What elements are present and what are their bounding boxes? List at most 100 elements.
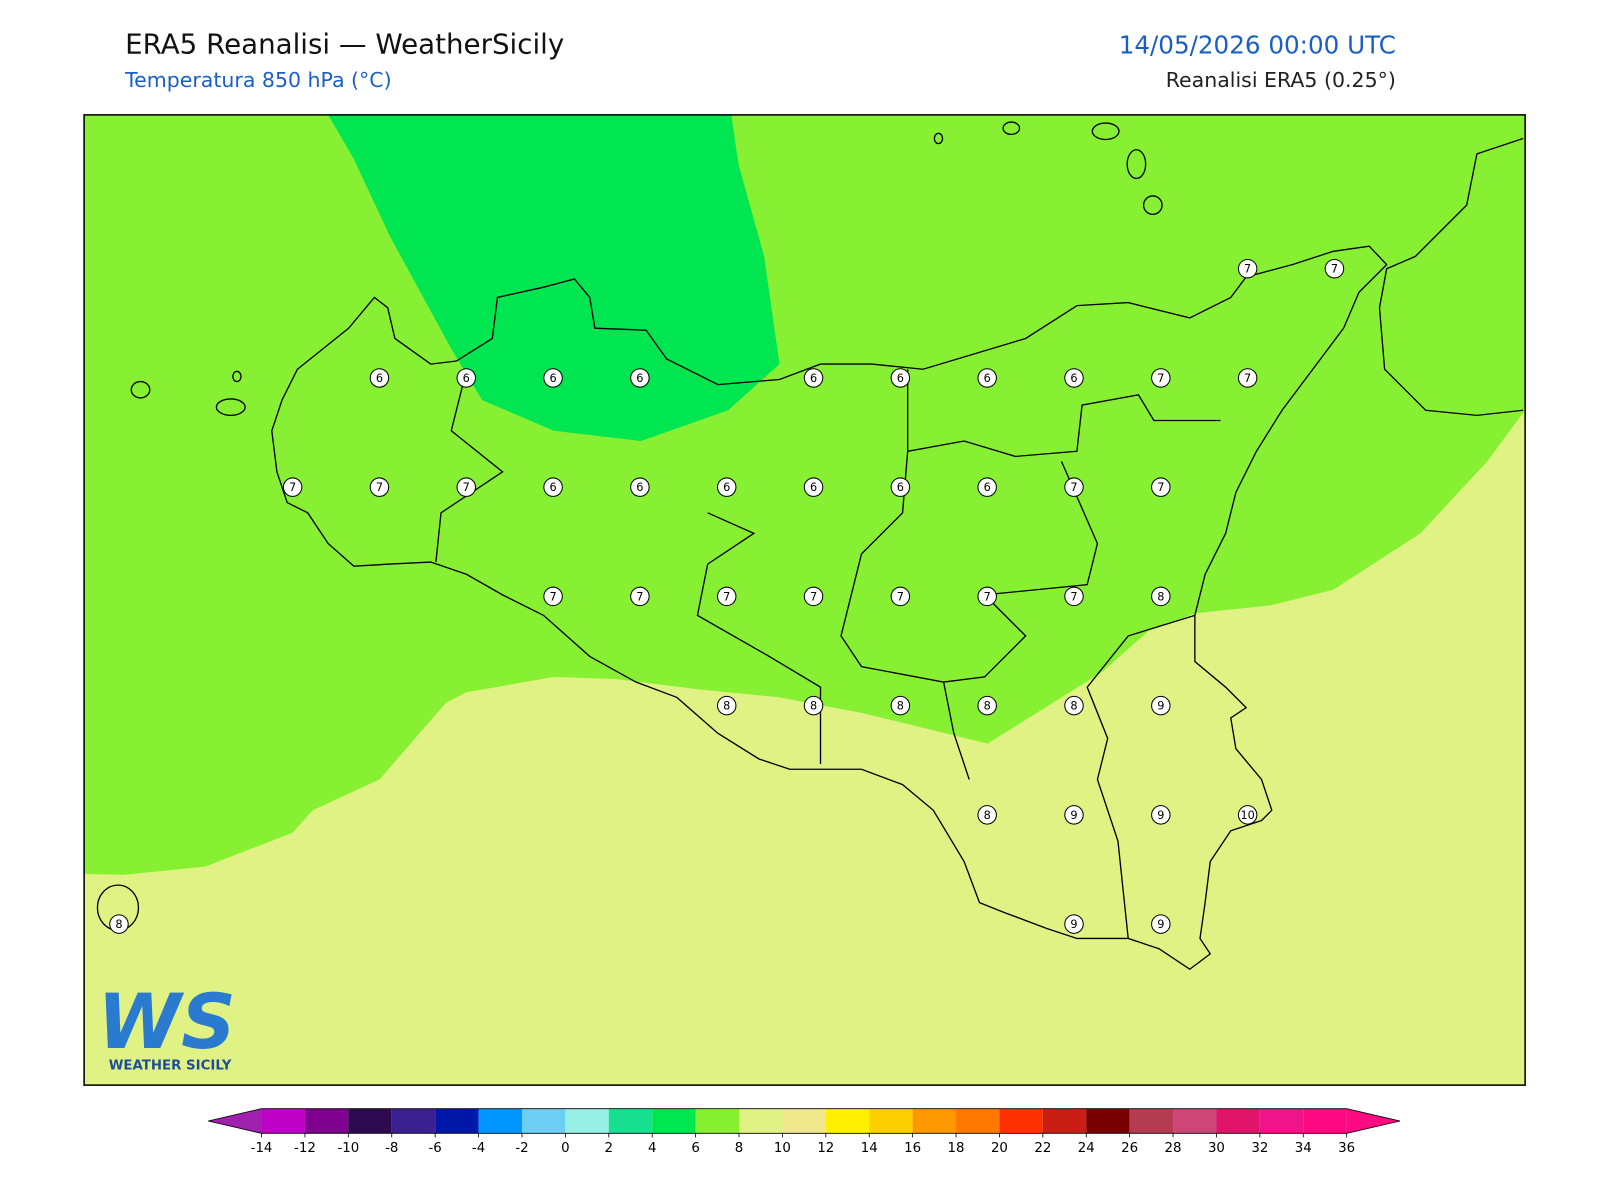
point: 8 <box>803 695 824 716</box>
point-marker <box>1237 805 1258 825</box>
colorbar-tick-label: -6 <box>429 1141 442 1156</box>
point: 9 <box>1151 914 1171 934</box>
island <box>215 398 246 417</box>
point-value: 6 <box>897 372 904 385</box>
colorbar-tick-label: 28 <box>1165 1141 1182 1156</box>
island <box>232 370 242 383</box>
point-marker <box>369 477 390 497</box>
point: 7 <box>1064 586 1084 607</box>
colorbar-band <box>261 1108 305 1134</box>
point-marker <box>1151 368 1171 388</box>
point-marker <box>1151 586 1171 607</box>
colorbar-band <box>1303 1108 1347 1134</box>
point-marker <box>716 477 737 497</box>
point-marker <box>977 695 997 716</box>
colorbar-tick-label: -8 <box>385 1141 398 1156</box>
point-marker <box>716 695 737 716</box>
island <box>1126 149 1147 180</box>
colorbar: -14 -12 -10 -8 -6 -4 -2 0 2 4 6 8 10 12 14 16 18 20 22 24 26… <box>208 1108 1401 1156</box>
point: 8 <box>716 695 737 716</box>
colorbar-band <box>565 1108 609 1134</box>
point-marker <box>803 695 824 716</box>
colorbar-tick-label: 0 <box>561 1141 569 1156</box>
colorbar-tick-label: 34 <box>1295 1141 1312 1156</box>
point-value: 6 <box>463 372 470 385</box>
colorbar-band <box>695 1108 739 1134</box>
island <box>933 132 944 145</box>
colorbar-tick-label: 10 <box>774 1141 791 1156</box>
point: 7 <box>456 477 477 497</box>
point-value: 6 <box>376 372 383 385</box>
point-value: 7 <box>810 590 817 603</box>
point-value: 7 <box>1244 372 1251 385</box>
point-marker <box>1064 477 1084 497</box>
island <box>130 380 151 399</box>
point: 7 <box>1324 258 1345 279</box>
colorbar-band <box>782 1108 826 1134</box>
point: 7 <box>1151 477 1171 497</box>
point-value: 8 <box>1157 590 1164 603</box>
point-value: 6 <box>897 481 904 494</box>
point-marker <box>977 477 997 497</box>
point: 6 <box>803 368 824 388</box>
point-marker <box>282 477 303 497</box>
point-value: 6 <box>723 481 730 494</box>
point-marker <box>630 368 650 388</box>
islands <box>96 121 1163 931</box>
point-marker <box>1151 914 1171 934</box>
point-marker <box>630 586 650 607</box>
point: 10 <box>1237 805 1258 825</box>
point-value: 6 <box>810 372 817 385</box>
point: 6 <box>890 477 911 497</box>
point-value: 7 <box>289 481 296 494</box>
colorbar-band <box>1173 1108 1217 1134</box>
point-value: 9 <box>1070 809 1077 822</box>
colorbar-band <box>1042 1108 1087 1134</box>
point: 8 <box>977 805 997 825</box>
calabria-coast <box>1378 137 1524 417</box>
point: 6 <box>1064 368 1084 388</box>
logo: WS WEATHER SICILY <box>97 978 235 1074</box>
point-marker <box>1064 586 1084 607</box>
point: 7 <box>1151 368 1171 388</box>
map-frame <box>83 114 1526 1086</box>
island <box>1091 122 1120 141</box>
colorbar-tick-label: 4 <box>648 1141 656 1156</box>
point-value: 6 <box>549 481 556 494</box>
point-marker <box>456 368 477 388</box>
point-value: 7 <box>636 590 643 603</box>
colorbar-tick-label: 32 <box>1251 1141 1268 1156</box>
point-value: 7 <box>376 481 383 494</box>
point-value: 7 <box>723 590 730 603</box>
colorbar-tick-label: -4 <box>472 1141 485 1156</box>
point-value: 6 <box>636 481 643 494</box>
coastlines <box>96 121 1524 971</box>
colorbar-band <box>391 1108 436 1134</box>
colorbar-band <box>1129 1108 1174 1134</box>
colorbar-band <box>825 1108 870 1134</box>
point: 7 <box>716 586 737 607</box>
point-marker <box>1064 805 1084 825</box>
colorbar-band <box>956 1108 1000 1134</box>
colorbar-tick-label: 18 <box>948 1141 965 1156</box>
point: 8 <box>109 914 129 934</box>
title: ERA5 Reanalisi — WeatherSicily <box>125 27 564 60</box>
point: 6 <box>456 368 477 388</box>
colorbar-band <box>869 1108 913 1134</box>
point-marker <box>1064 695 1084 716</box>
point-value: 7 <box>463 481 470 494</box>
point-value: 7 <box>1331 263 1338 276</box>
colorbar-band <box>608 1108 653 1134</box>
point-marker <box>803 477 824 497</box>
point-marker <box>803 586 824 607</box>
colorbar-tick-label: 12 <box>817 1141 834 1156</box>
point: 9 <box>1064 914 1084 934</box>
point-marker <box>890 477 911 497</box>
point-values: 7 7 6 6 6 6 6 6 6 6 7 7 7 7 7 6 6 6 6 6 6 7 7 7 7 7 7 7 7 7 8 8 8 8 8 8 9 8 9 9… <box>109 258 1345 934</box>
colorbar-tick-label: -10 <box>337 1141 359 1156</box>
point-marker <box>977 805 997 825</box>
point-marker <box>977 368 997 388</box>
point-value: 6 <box>1070 372 1077 385</box>
